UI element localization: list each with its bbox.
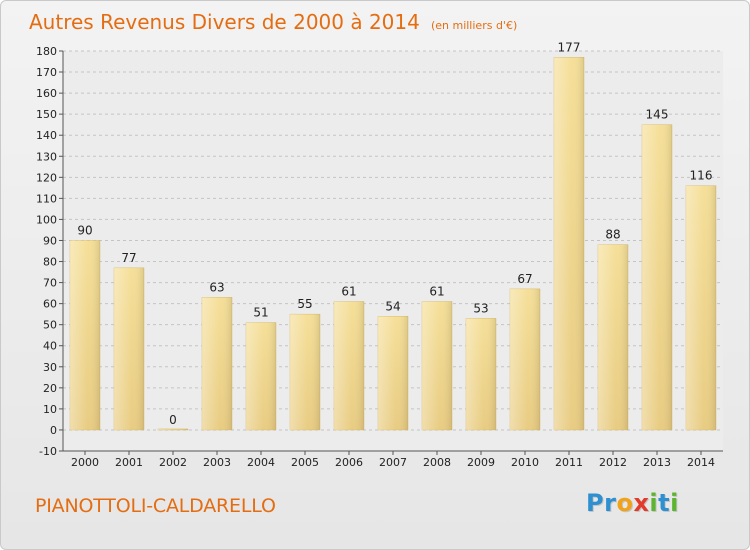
bar-shading bbox=[422, 301, 452, 430]
bar-shading bbox=[554, 57, 584, 430]
data-label: 145 bbox=[646, 108, 669, 122]
y-tick-label: 60 bbox=[43, 298, 57, 311]
y-tick-label: 180 bbox=[36, 45, 57, 58]
y-tick-label: 130 bbox=[36, 150, 57, 163]
y-tick-label: -10 bbox=[39, 445, 57, 458]
y-tick-label: 140 bbox=[36, 129, 57, 142]
bar-shading bbox=[114, 267, 144, 430]
bar-shading bbox=[202, 297, 232, 430]
x-tick-label: 2004 bbox=[247, 456, 275, 469]
y-tick-label: 70 bbox=[43, 277, 57, 290]
logo-letter: i bbox=[649, 489, 659, 517]
x-tick-label: 2008 bbox=[423, 456, 451, 469]
data-label: 55 bbox=[297, 297, 312, 311]
x-tick-label: 2010 bbox=[511, 456, 539, 469]
y-tick-label: 30 bbox=[43, 361, 57, 374]
x-tick-label: 2009 bbox=[467, 456, 495, 469]
y-tick-label: 20 bbox=[43, 382, 57, 395]
y-tick-label: 50 bbox=[43, 319, 57, 332]
data-label: 67 bbox=[517, 272, 532, 286]
logo-letter: x bbox=[633, 489, 650, 517]
bar-shading bbox=[642, 124, 672, 430]
commune-name: PIANOTTOLI-CALDARELLO bbox=[35, 495, 276, 517]
y-tick-label: 110 bbox=[36, 192, 57, 205]
logo-letter: t bbox=[658, 489, 671, 517]
data-label: 51 bbox=[253, 306, 268, 320]
x-tick-label: 2001 bbox=[115, 456, 143, 469]
x-tick-label: 2005 bbox=[291, 456, 319, 469]
x-tick-label: 2012 bbox=[599, 456, 627, 469]
logo-letter: P bbox=[586, 489, 605, 517]
data-label: 116 bbox=[690, 169, 713, 183]
data-label: 77 bbox=[121, 251, 136, 265]
data-label: 61 bbox=[341, 285, 356, 299]
y-tick-label: 90 bbox=[43, 234, 57, 247]
x-tick-label: 2003 bbox=[203, 456, 231, 469]
bar-shading bbox=[378, 316, 408, 430]
logo-letter: i bbox=[670, 489, 679, 517]
x-tick-label: 2014 bbox=[687, 456, 715, 469]
proxiti-logo: Proxiti bbox=[586, 489, 679, 517]
data-label: 61 bbox=[429, 285, 444, 299]
logo-letter: o bbox=[616, 489, 634, 517]
y-tick-label: 120 bbox=[36, 171, 57, 184]
x-tick-label: 2007 bbox=[379, 456, 407, 469]
bar-shading bbox=[686, 185, 716, 430]
y-tick-label: 100 bbox=[36, 213, 57, 226]
chart-header: Autres Revenus Divers de 2000 à 2014 (en… bbox=[29, 10, 517, 34]
data-label: 177 bbox=[558, 40, 581, 54]
x-tick-label: 2006 bbox=[335, 456, 363, 469]
bar-shading bbox=[70, 240, 100, 430]
chart-title: Autres Revenus Divers de 2000 à 2014 bbox=[29, 10, 420, 34]
data-label: 53 bbox=[473, 301, 488, 315]
bar-shading bbox=[466, 318, 496, 430]
x-tick-label: 2002 bbox=[159, 456, 187, 469]
y-tick-label: 170 bbox=[36, 66, 57, 79]
bar-shading bbox=[158, 428, 188, 430]
x-tick-label: 2013 bbox=[643, 456, 671, 469]
data-label: 0 bbox=[169, 413, 177, 427]
data-label: 54 bbox=[385, 299, 400, 313]
y-tick-label: 40 bbox=[43, 340, 57, 353]
y-tick-label: 80 bbox=[43, 256, 57, 269]
y-tick-label: 160 bbox=[36, 87, 57, 100]
data-label: 90 bbox=[77, 223, 92, 237]
y-tick-label: 10 bbox=[43, 403, 57, 416]
y-tick-label: 0 bbox=[50, 424, 57, 437]
bar-shading bbox=[334, 301, 364, 430]
y-tick-label: 150 bbox=[36, 108, 57, 121]
x-tick-label: 2000 bbox=[71, 456, 99, 469]
bar-shading bbox=[510, 288, 540, 430]
chart-subtitle: (en milliers d'€) bbox=[430, 19, 518, 32]
bar-shading bbox=[246, 322, 276, 430]
data-label: 63 bbox=[209, 280, 224, 294]
x-tick-label: 2011 bbox=[555, 456, 583, 469]
data-label: 88 bbox=[605, 228, 620, 242]
bar-shading bbox=[598, 244, 628, 430]
logo-letter: r bbox=[604, 489, 617, 517]
bar-shading bbox=[290, 314, 320, 430]
